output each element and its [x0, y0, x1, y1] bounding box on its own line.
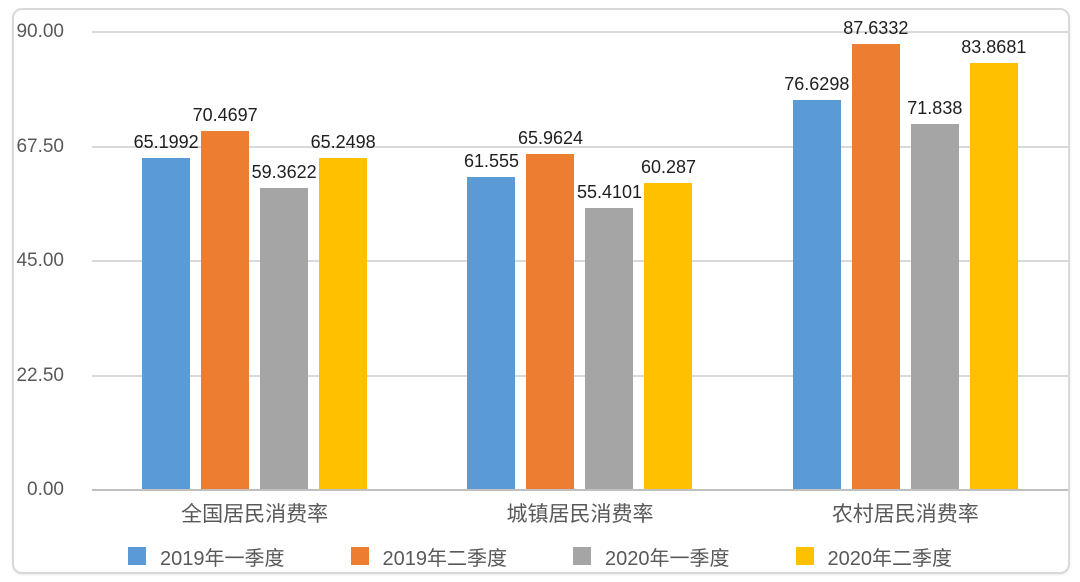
- bar-group: 65.1992 70.4697 59.3622 65.2498: [92, 32, 417, 490]
- bar-wrap: 70.4697: [193, 105, 258, 490]
- bar: [142, 158, 191, 490]
- bar: [526, 154, 575, 490]
- bar: [201, 131, 250, 490]
- category-label: 城镇居民消费率: [506, 503, 654, 526]
- legend-item: 2020年一季度: [573, 542, 730, 571]
- bar-wrap: 59.3622: [252, 162, 317, 490]
- y-axis: 90.00 67.50 45.00 22.50 0.00: [0, 21, 64, 500]
- gridline: [92, 374, 1068, 377]
- bar-group: 61.555 65.9624 55.4101 60.287: [417, 32, 742, 490]
- x-axis-line: [92, 489, 1068, 491]
- legend-item: 2019年二季度: [350, 542, 508, 571]
- bar: [969, 63, 1018, 490]
- gridline: [92, 260, 1068, 262]
- bar-value-label: 65.1992: [133, 132, 199, 153]
- legend-item: 2019年一季度: [128, 542, 285, 571]
- bar: [319, 157, 368, 490]
- y-tick-label: 90.00: [16, 21, 64, 42]
- bar: [467, 176, 516, 490]
- bar-value-label: 59.3622: [251, 161, 317, 182]
- bar: [644, 183, 693, 490]
- bar-group: 76.6298 87.6332 71.838 83.8681: [743, 18, 1068, 490]
- legend-item: 2020年二季度: [795, 542, 953, 571]
- bar-groups: 65.1992 70.4697 59.3622 65.2498 61.555 65.962…: [92, 18, 1068, 490]
- gridline: [92, 145, 1068, 148]
- y-tick-label: 22.50: [16, 364, 64, 386]
- bar-wrap: 71.838: [907, 98, 962, 490]
- legend-label: 2019年二季度: [382, 547, 508, 570]
- gridline: [92, 31, 1068, 33]
- bar-wrap: 60.287: [641, 157, 696, 490]
- bar-value-label: 55.4101: [576, 182, 643, 203]
- legend-label: 2019年一季度: [160, 547, 285, 570]
- legend: 2019年一季度 2019年二季度 2020年一季度 2020年二季度: [0, 542, 1080, 571]
- bar: [910, 124, 959, 490]
- legend-swatch: [795, 547, 814, 565]
- bar-value-label: 76.6298: [784, 74, 850, 95]
- bar-value-label: 71.838: [907, 98, 963, 119]
- x-axis: 全国居民消费率 城镇居民消费率 农村居民消费率: [92, 498, 1068, 528]
- legend-label: 2020年二季度: [827, 547, 953, 570]
- bar-wrap: 65.9624: [518, 128, 583, 490]
- bar-value-label: 61.555: [463, 150, 520, 171]
- bar-wrap: 76.6298: [784, 74, 849, 490]
- y-tick-label: 67.50: [16, 135, 64, 157]
- bar: [585, 208, 634, 490]
- category-label: 全国居民消费率: [181, 503, 329, 526]
- plot-area: 65.1992 70.4697 59.3622 65.2498 61.555 65.962…: [92, 18, 1068, 491]
- bar: [851, 44, 900, 490]
- legend-swatch: [350, 547, 369, 565]
- bar-wrap: 55.4101: [577, 182, 642, 490]
- bar-wrap: 61.555: [464, 151, 519, 490]
- bar-value-label: 83.8681: [961, 37, 1027, 58]
- bar-value-label: 60.287: [640, 157, 697, 178]
- legend-swatch: [573, 547, 591, 565]
- bar: [260, 187, 309, 490]
- category-label: 农村居民消费率: [831, 503, 979, 526]
- bar-wrap: 87.6332: [843, 18, 908, 490]
- legend-swatch: [128, 547, 146, 565]
- y-tick-label: 45.00: [16, 250, 64, 271]
- bar-wrap: 65.1992: [134, 132, 199, 490]
- bar-value-label: 70.4697: [192, 105, 258, 126]
- bar-value-label: 87.6332: [843, 18, 909, 39]
- bar-value-label: 65.9624: [517, 128, 584, 149]
- bar-wrap: 65.2498: [311, 132, 376, 490]
- bar: [792, 100, 841, 490]
- bar-value-label: 65.2498: [310, 131, 376, 152]
- y-tick-label: 0.00: [27, 479, 64, 500]
- legend-label: 2020年一季度: [605, 547, 730, 570]
- bar-wrap: 83.8681: [961, 37, 1026, 490]
